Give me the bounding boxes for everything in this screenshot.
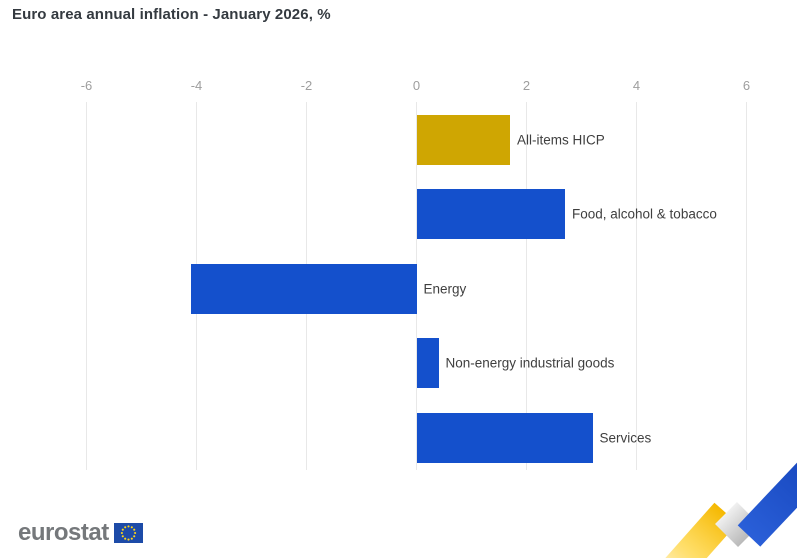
chart-bar <box>416 189 565 239</box>
chart-bar <box>416 338 439 388</box>
eurostat-logo: eurostat <box>18 521 143 545</box>
gridline <box>636 102 637 470</box>
bar-category-label: Food, alcohol & tobacco <box>572 206 717 222</box>
gridline <box>526 102 527 470</box>
gridline <box>746 102 747 470</box>
x-axis-tick-label: 6 <box>742 78 751 93</box>
bar-category-label: Non-energy industrial goods <box>445 355 615 371</box>
x-axis-tick-label: 2 <box>522 78 531 93</box>
x-axis-tick-label: -6 <box>80 78 93 93</box>
chart-bar <box>416 413 593 463</box>
x-axis-tick-label: -4 <box>190 78 203 93</box>
eurostat-ribbon-graphic <box>665 462 797 558</box>
eurostat-logo-text: eurostat <box>18 519 109 546</box>
bar-category-label: Energy <box>423 281 467 297</box>
gridline <box>416 102 417 470</box>
bar-category-label: All-items HICP <box>517 132 605 148</box>
chart-bar <box>416 115 510 165</box>
eu-flag-icon <box>113 523 143 543</box>
chart-title: Euro area annual inflation - January 202… <box>12 6 331 23</box>
x-axis-tick-label: 0 <box>412 78 421 93</box>
bar-category-label: Services <box>599 430 652 446</box>
chart-bar <box>191 264 417 314</box>
gridline <box>86 102 87 470</box>
x-axis-tick-label: -2 <box>300 78 313 93</box>
x-axis-tick-label: 4 <box>632 78 641 93</box>
